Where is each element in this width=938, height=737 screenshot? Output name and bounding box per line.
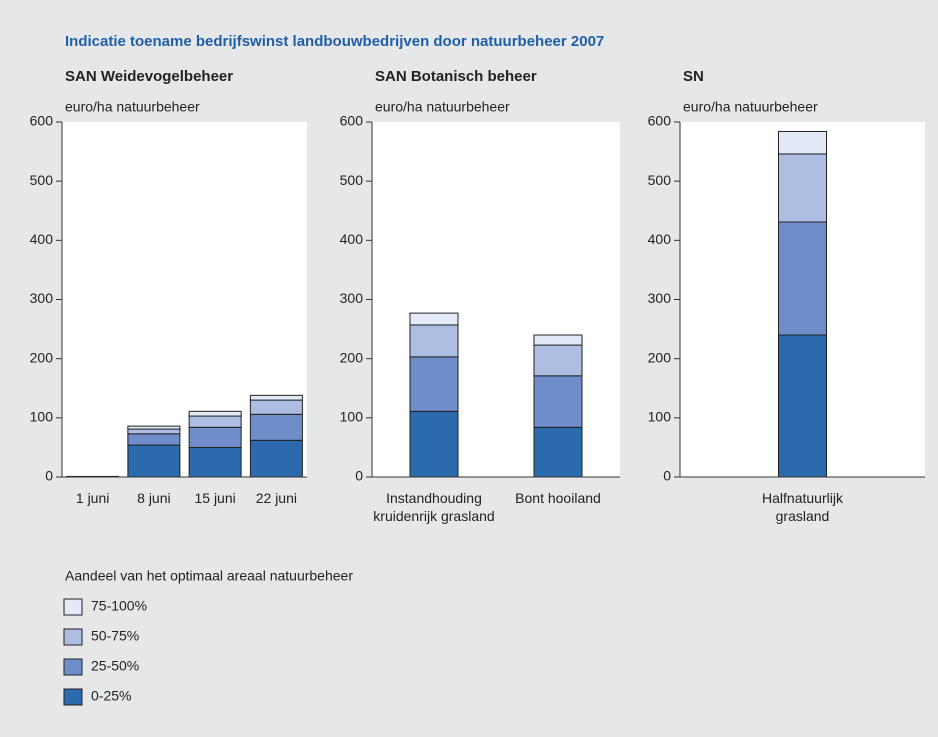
panel-title: SN <box>683 68 704 85</box>
y-tick-label: 0 <box>45 468 53 484</box>
bar-segment <box>778 334 827 478</box>
x-tick-label: 22 juni <box>255 490 297 506</box>
bar-segment <box>533 334 583 346</box>
legend-swatch <box>63 658 83 676</box>
y-tick-label: 600 <box>648 113 672 129</box>
y-tick-label: 500 <box>30 172 54 188</box>
bar-segment <box>778 221 827 336</box>
bar-segment <box>249 413 303 441</box>
bar-segment <box>127 425 181 430</box>
y-tick-label: 600 <box>30 113 54 129</box>
x-tick-label: Bont hooiland <box>515 490 601 506</box>
panel-title: SAN Botanisch beheer <box>375 68 537 85</box>
y-tick-label: 400 <box>648 231 672 247</box>
bar-segment <box>249 439 303 478</box>
bar-segment <box>249 394 303 401</box>
bar-segment <box>778 130 827 155</box>
legend-swatch <box>63 688 83 706</box>
bar-segment <box>409 356 459 412</box>
y-tick-label: 200 <box>648 349 672 365</box>
legend-swatch <box>63 598 83 616</box>
y-tick-label: 100 <box>648 409 672 425</box>
legend-label: 25-50% <box>91 658 139 674</box>
bar-segment <box>533 375 583 428</box>
legend-label: 50-75% <box>91 628 139 644</box>
legend-swatch <box>63 628 83 646</box>
bar-segment <box>409 324 459 358</box>
y-tick-label: 100 <box>340 409 364 425</box>
bar-segment <box>533 426 583 478</box>
bar-segment <box>188 410 242 417</box>
y-tick-label: 500 <box>648 172 672 188</box>
bar-segment <box>127 444 181 478</box>
plot-area <box>372 122 620 477</box>
legend-title: Aandeel van het optimaal areaal natuurbe… <box>65 568 353 584</box>
y-tick-label: 0 <box>663 468 671 484</box>
legend-label: 0-25% <box>91 688 131 704</box>
x-tick-label: Halfnatuurlijk grasland <box>762 490 843 524</box>
page-title: Indicatie toename bedrijfswinst landbouw… <box>65 33 604 50</box>
bar-segment <box>188 426 242 448</box>
bar-segment <box>409 410 459 478</box>
legend-label: 75-100% <box>91 598 147 614</box>
panel-title: SAN Weidevogelbeheer <box>65 68 233 85</box>
y-tick-label: 300 <box>340 290 364 306</box>
bar-segment <box>249 399 303 415</box>
bar-segment <box>533 344 583 377</box>
y-axis-label: euro/ha natuurbeheer <box>65 99 200 115</box>
y-tick-label: 600 <box>340 113 364 129</box>
y-tick-label: 100 <box>30 409 54 425</box>
y-axis-label: euro/ha natuurbeheer <box>683 99 818 115</box>
y-tick-label: 500 <box>340 172 364 188</box>
x-tick-label: 1 juni <box>75 490 110 506</box>
y-axis-label: euro/ha natuurbeheer <box>375 99 510 115</box>
y-tick-label: 300 <box>648 290 672 306</box>
y-tick-label: 300 <box>30 290 54 306</box>
bar-segment <box>188 446 242 478</box>
bar-segment <box>778 153 827 223</box>
y-tick-label: 0 <box>355 468 363 484</box>
x-tick-label: 15 juni <box>194 490 236 506</box>
bar-segment <box>188 415 242 428</box>
x-tick-label: 8 juni <box>137 490 171 506</box>
bar-segment <box>127 428 181 435</box>
y-tick-label: 200 <box>340 349 364 365</box>
y-tick-label: 400 <box>30 231 54 247</box>
y-tick-label: 400 <box>340 231 364 247</box>
x-tick-label: Instandhouding kruidenrijk grasland <box>373 490 495 524</box>
y-tick-label: 200 <box>30 349 54 365</box>
bar-segment <box>409 312 459 326</box>
bar-segment <box>127 433 181 446</box>
